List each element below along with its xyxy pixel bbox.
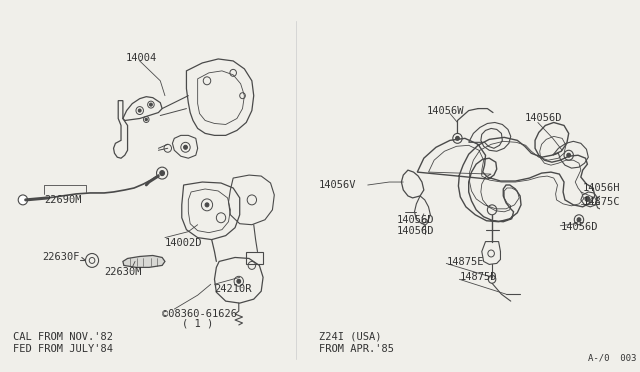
Circle shape — [577, 218, 581, 222]
Circle shape — [237, 279, 241, 283]
Text: 14056W: 14056W — [427, 106, 464, 116]
Circle shape — [456, 137, 460, 140]
Circle shape — [160, 171, 164, 176]
Text: CAL FROM NOV.'82: CAL FROM NOV.'82 — [13, 332, 113, 342]
Text: FED FROM JULY'84: FED FROM JULY'84 — [13, 344, 113, 354]
Text: 14875C: 14875C — [582, 197, 620, 207]
Circle shape — [567, 153, 571, 157]
Text: FROM APR.'85: FROM APR.'85 — [319, 344, 394, 354]
Text: 14875D: 14875D — [460, 272, 497, 282]
Text: Z24I (USA): Z24I (USA) — [319, 332, 381, 342]
Text: A-/0  003: A-/0 003 — [588, 354, 637, 363]
Text: 14056D: 14056D — [397, 215, 434, 225]
Text: 14056H: 14056H — [582, 183, 620, 193]
Text: 22630F: 22630F — [42, 253, 80, 263]
Circle shape — [184, 145, 188, 149]
Text: 14004: 14004 — [125, 53, 157, 63]
Circle shape — [138, 109, 141, 112]
Circle shape — [585, 196, 589, 201]
Circle shape — [205, 203, 209, 207]
Text: 14056V: 14056V — [319, 180, 356, 190]
Text: 14056D: 14056D — [560, 222, 598, 232]
Text: ©08360-61626: ©08360-61626 — [162, 309, 237, 319]
Text: 14002D: 14002D — [165, 238, 202, 248]
Circle shape — [150, 103, 152, 106]
Circle shape — [18, 195, 28, 205]
Polygon shape — [123, 256, 165, 267]
Text: 22630M: 22630M — [104, 267, 141, 278]
Circle shape — [145, 118, 147, 121]
Text: 14056D: 14056D — [525, 113, 563, 122]
Text: 24210R: 24210R — [214, 284, 252, 294]
Text: 14056D: 14056D — [397, 226, 434, 236]
Text: ( 1 ): ( 1 ) — [182, 319, 213, 329]
Text: 22690M: 22690M — [44, 195, 82, 205]
Text: 14875E: 14875E — [446, 257, 484, 267]
